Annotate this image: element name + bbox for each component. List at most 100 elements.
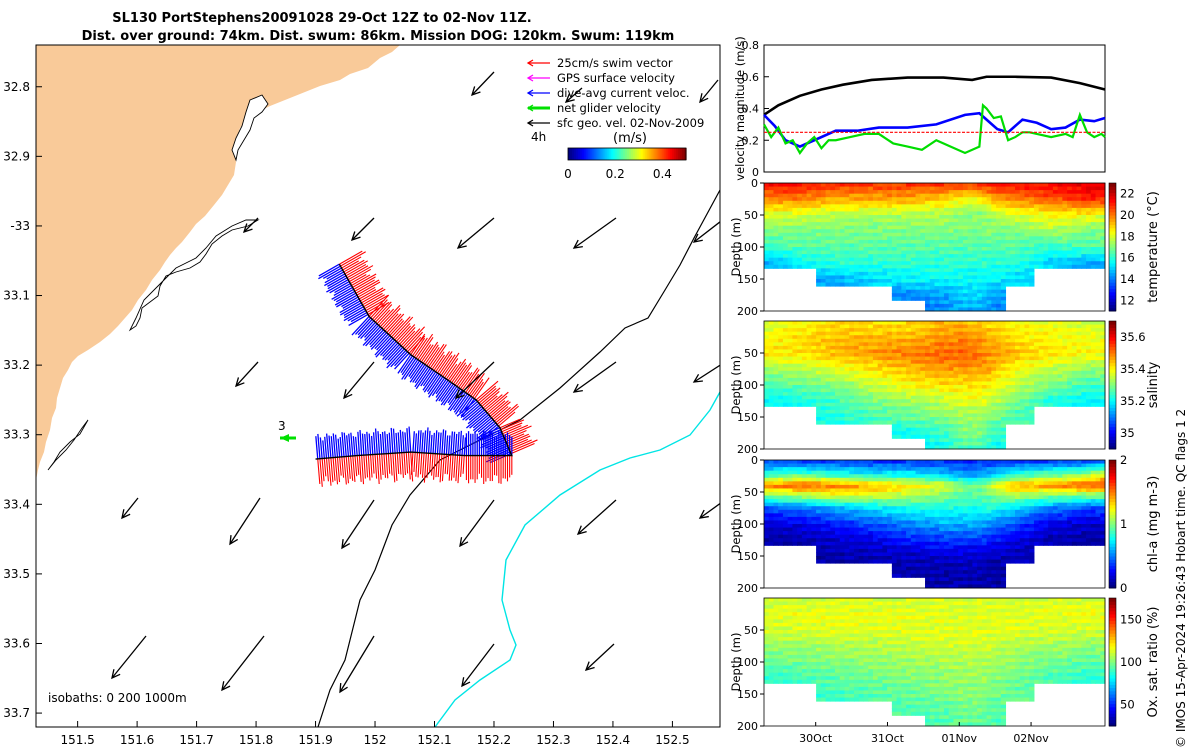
temperature-cell bbox=[872, 243, 879, 248]
salinity-cell bbox=[967, 324, 973, 329]
swim-vector bbox=[455, 455, 459, 482]
salinity-cell bbox=[910, 417, 917, 422]
colorbar-cell bbox=[630, 148, 634, 160]
temperature-cell bbox=[910, 239, 917, 244]
salinity-cell bbox=[1029, 406, 1035, 411]
temperature-cell bbox=[839, 275, 846, 280]
temperature-cell bbox=[972, 222, 978, 227]
temperature-cell bbox=[1038, 183, 1044, 188]
swim-vector bbox=[413, 452, 416, 472]
temperature-cell bbox=[1010, 239, 1016, 244]
salinity-cell bbox=[891, 402, 898, 407]
temperature-cell bbox=[778, 215, 784, 220]
salinity-cell bbox=[948, 409, 954, 414]
temperature-cell bbox=[1057, 264, 1063, 269]
temperature-cell bbox=[778, 254, 784, 259]
salinity-cell bbox=[782, 402, 789, 407]
salinity-cell bbox=[925, 406, 931, 411]
salinity-cell bbox=[1071, 399, 1078, 404]
temperature-cell bbox=[925, 247, 931, 252]
temperature-cell bbox=[1052, 218, 1059, 223]
temperature-cell bbox=[811, 204, 817, 209]
salinity-cell bbox=[943, 321, 950, 326]
salinity-cell bbox=[906, 345, 912, 350]
salinity-cell bbox=[1048, 335, 1054, 340]
salinity-cell bbox=[972, 417, 978, 422]
temperature-cell bbox=[1100, 243, 1106, 248]
swim-vector bbox=[510, 443, 535, 455]
swim-vector bbox=[378, 308, 395, 326]
salinity-cell bbox=[958, 424, 964, 429]
salinity-cell bbox=[986, 438, 992, 443]
temperature-cell bbox=[1019, 275, 1025, 280]
temperature-cell bbox=[934, 239, 940, 244]
salinity-cell bbox=[1015, 413, 1021, 418]
salinity-cell bbox=[962, 331, 969, 336]
temperature-cell bbox=[986, 186, 992, 191]
temperature-cell bbox=[1010, 207, 1016, 212]
temperature-cell bbox=[820, 190, 827, 195]
salinity-cell bbox=[1052, 324, 1059, 329]
colorbar-cell bbox=[644, 148, 648, 160]
temperature-cell bbox=[1081, 229, 1087, 234]
temperature-cell bbox=[972, 275, 978, 280]
current-vector bbox=[477, 419, 494, 433]
temperature-cell bbox=[820, 247, 827, 252]
salinity-cell bbox=[896, 370, 902, 375]
salinity-cell bbox=[953, 381, 959, 386]
swim-vector bbox=[415, 333, 434, 359]
temperature-cell bbox=[877, 250, 883, 255]
salinity-cell bbox=[1057, 349, 1063, 354]
salinity-cell bbox=[778, 360, 784, 365]
temperature-cell bbox=[996, 207, 1002, 212]
salinity-cell bbox=[768, 331, 774, 336]
colorbar-cell bbox=[613, 148, 616, 160]
salinity-cell bbox=[1029, 353, 1035, 358]
temperature-cell bbox=[816, 236, 822, 241]
temperature-cell bbox=[1057, 207, 1063, 212]
salinity-cell bbox=[996, 424, 1002, 429]
salinity-cell bbox=[877, 342, 883, 347]
temperature-cell bbox=[872, 239, 879, 244]
salinity-cell bbox=[1076, 363, 1082, 368]
temperature-cell bbox=[1019, 243, 1025, 248]
temperature-cell bbox=[1090, 200, 1097, 205]
velocity-axes bbox=[763, 44, 1106, 173]
salinity-cell bbox=[1024, 324, 1030, 329]
salinity-cell bbox=[981, 392, 988, 397]
temperature-cell bbox=[782, 222, 789, 227]
salinity-cell bbox=[811, 331, 817, 336]
salinity-cell bbox=[1062, 367, 1068, 372]
salinity-cell bbox=[1010, 345, 1016, 350]
temperature-cell bbox=[906, 243, 912, 248]
salinity-cell bbox=[939, 445, 945, 450]
salinity-cell bbox=[934, 324, 940, 329]
salinity-cell bbox=[967, 342, 973, 347]
temperature-cell bbox=[1052, 190, 1059, 195]
salinity-cell bbox=[915, 395, 921, 400]
temperature-cell bbox=[939, 296, 945, 301]
salinity-cell bbox=[792, 388, 798, 393]
temperature-cell bbox=[1100, 193, 1106, 198]
temperature-cell bbox=[773, 247, 779, 252]
temperature-cell bbox=[986, 296, 992, 301]
temperature-cell bbox=[1043, 229, 1049, 234]
temperature-cell bbox=[1024, 275, 1030, 280]
temperature-cell bbox=[953, 229, 959, 234]
chlorophyll-cell bbox=[764, 513, 770, 518]
temperature-cell bbox=[977, 261, 983, 266]
temperature-cell bbox=[920, 282, 926, 287]
temperature-cell bbox=[929, 261, 935, 266]
temperature-cell bbox=[778, 186, 784, 191]
salinity-cell bbox=[896, 395, 902, 400]
salinity-cell bbox=[906, 356, 912, 361]
swim-vector bbox=[356, 281, 381, 296]
temperature-cell bbox=[1033, 186, 1040, 191]
salinity-cell bbox=[1010, 331, 1016, 336]
temperature-cell bbox=[934, 211, 940, 216]
temperature-cell bbox=[1062, 232, 1068, 237]
temperature-cell bbox=[811, 218, 817, 223]
temperature-cell bbox=[958, 197, 964, 202]
current-vector bbox=[336, 294, 358, 308]
geostrophic-velocity-arrow bbox=[111, 635, 147, 679]
